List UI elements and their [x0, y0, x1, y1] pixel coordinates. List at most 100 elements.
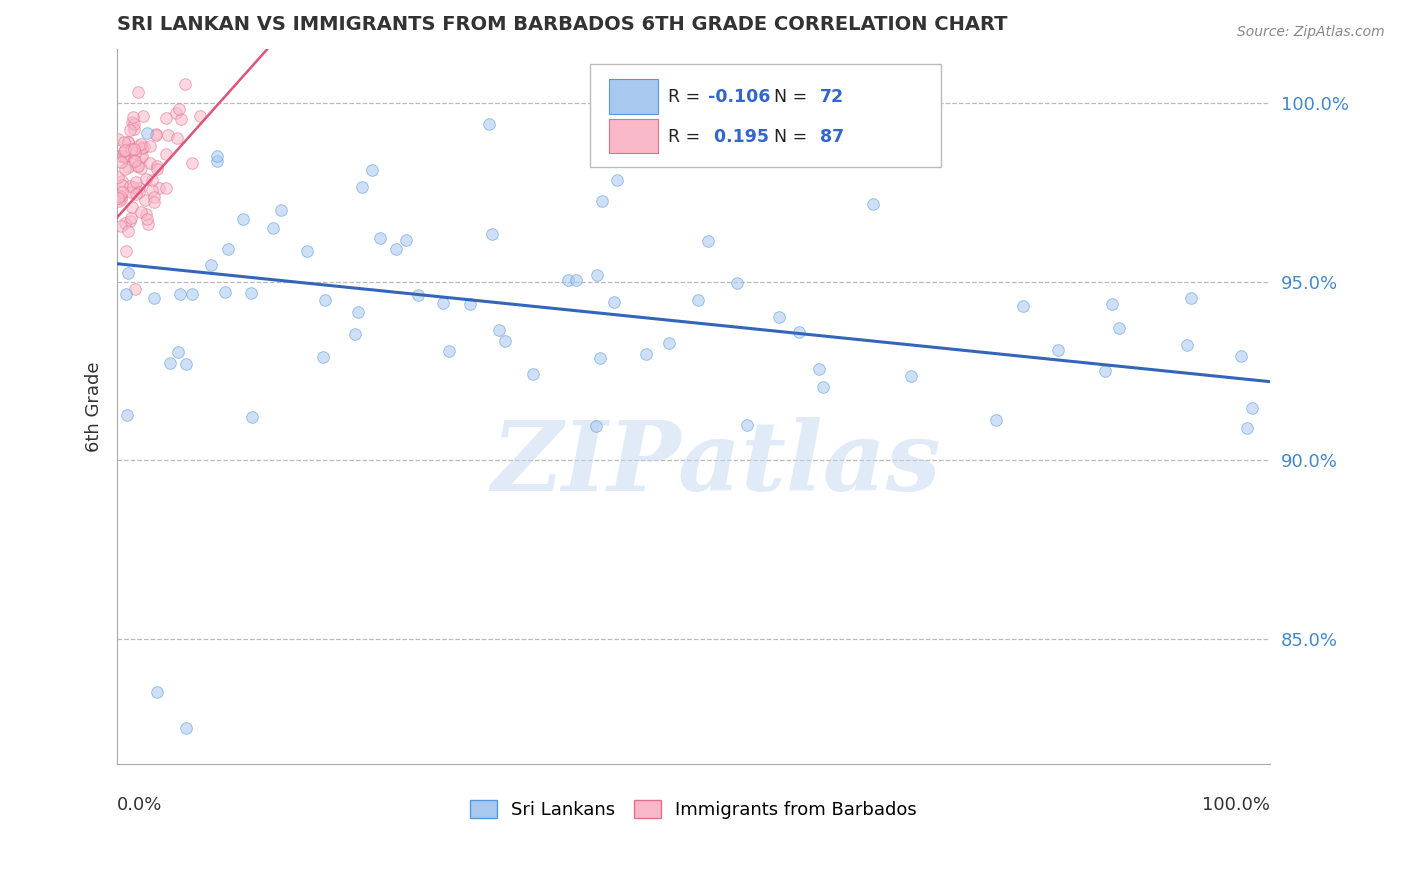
Point	[107, 170, 129, 185]
Point	[110, 219, 132, 234]
Point	[557, 273, 579, 287]
Point	[129, 205, 152, 219]
Point	[115, 244, 138, 259]
Point	[124, 175, 146, 189]
Point	[591, 194, 613, 209]
Point	[603, 295, 626, 310]
Point	[347, 305, 370, 319]
Point	[148, 181, 170, 195]
Point	[124, 146, 146, 161]
Point	[1177, 338, 1199, 352]
Point	[128, 181, 150, 195]
Point	[132, 140, 155, 154]
Point	[135, 207, 157, 221]
Point	[141, 173, 163, 187]
Point	[207, 149, 229, 163]
Point	[117, 266, 139, 280]
Point	[122, 153, 145, 167]
Point	[145, 128, 167, 143]
Point	[117, 135, 139, 149]
Point	[686, 293, 709, 307]
Point	[115, 286, 138, 301]
Point	[343, 327, 366, 342]
Point	[166, 131, 188, 145]
Point	[114, 135, 136, 149]
Point	[108, 194, 131, 209]
Point	[862, 196, 884, 211]
Point	[200, 258, 222, 272]
Point	[143, 291, 166, 305]
Point	[242, 410, 264, 425]
Point	[636, 347, 658, 361]
Point	[129, 152, 152, 166]
Point	[176, 357, 198, 371]
Point	[787, 325, 810, 339]
Point	[239, 285, 262, 300]
Point	[143, 195, 166, 210]
Bar	[609, 79, 658, 114]
Point	[1094, 364, 1116, 378]
Point	[1230, 350, 1253, 364]
Point	[128, 186, 150, 200]
Point	[112, 144, 135, 158]
Point	[107, 132, 129, 146]
Text: Source: ZipAtlas.com: Source: ZipAtlas.com	[1237, 25, 1385, 39]
Point	[111, 178, 134, 193]
Point	[437, 343, 460, 358]
Point	[1101, 297, 1123, 311]
Point	[180, 286, 202, 301]
Point	[110, 190, 132, 204]
Point	[174, 77, 197, 91]
Point	[458, 297, 481, 311]
Point	[1236, 421, 1258, 435]
Point	[406, 288, 429, 302]
Point	[295, 244, 318, 258]
Point	[125, 186, 148, 201]
Point	[169, 286, 191, 301]
Point	[697, 234, 720, 248]
Point	[155, 111, 177, 125]
Point	[368, 231, 391, 245]
Point	[146, 162, 169, 177]
Point	[129, 161, 152, 176]
Point	[111, 173, 134, 187]
Point	[900, 368, 922, 383]
Point	[1012, 299, 1035, 313]
Point	[735, 418, 758, 433]
FancyBboxPatch shape	[589, 63, 941, 168]
Point	[117, 160, 139, 174]
Point	[122, 142, 145, 156]
Point	[122, 122, 145, 136]
Point	[127, 139, 149, 153]
Point	[124, 153, 146, 168]
Point	[114, 149, 136, 163]
Point	[658, 335, 681, 350]
Text: R =: R =	[668, 88, 706, 106]
Point	[361, 162, 384, 177]
Point	[107, 189, 129, 203]
Text: 0.0%: 0.0%	[117, 796, 163, 814]
Point	[121, 186, 143, 200]
Point	[117, 224, 139, 238]
Text: -0.106: -0.106	[709, 88, 770, 106]
Point	[120, 142, 142, 156]
Point	[262, 221, 284, 235]
Text: SRI LANKAN VS IMMIGRANTS FROM BARBADOS 6TH GRADE CORRELATION CHART: SRI LANKAN VS IMMIGRANTS FROM BARBADOS 6…	[117, 15, 1008, 34]
Point	[146, 159, 169, 173]
Point	[141, 184, 163, 198]
Point	[984, 413, 1007, 427]
Point	[494, 334, 516, 348]
Point	[121, 115, 143, 129]
Point	[166, 106, 188, 120]
Point	[205, 153, 228, 168]
Point	[138, 217, 160, 231]
Point	[1240, 401, 1263, 416]
Point	[111, 149, 134, 163]
Point	[143, 190, 166, 204]
Legend: Sri Lankans, Immigrants from Barbados: Sri Lankans, Immigrants from Barbados	[463, 792, 924, 826]
Point	[395, 233, 418, 247]
Point	[725, 276, 748, 290]
Point	[522, 367, 544, 381]
Point	[385, 242, 408, 256]
Point	[131, 140, 153, 154]
